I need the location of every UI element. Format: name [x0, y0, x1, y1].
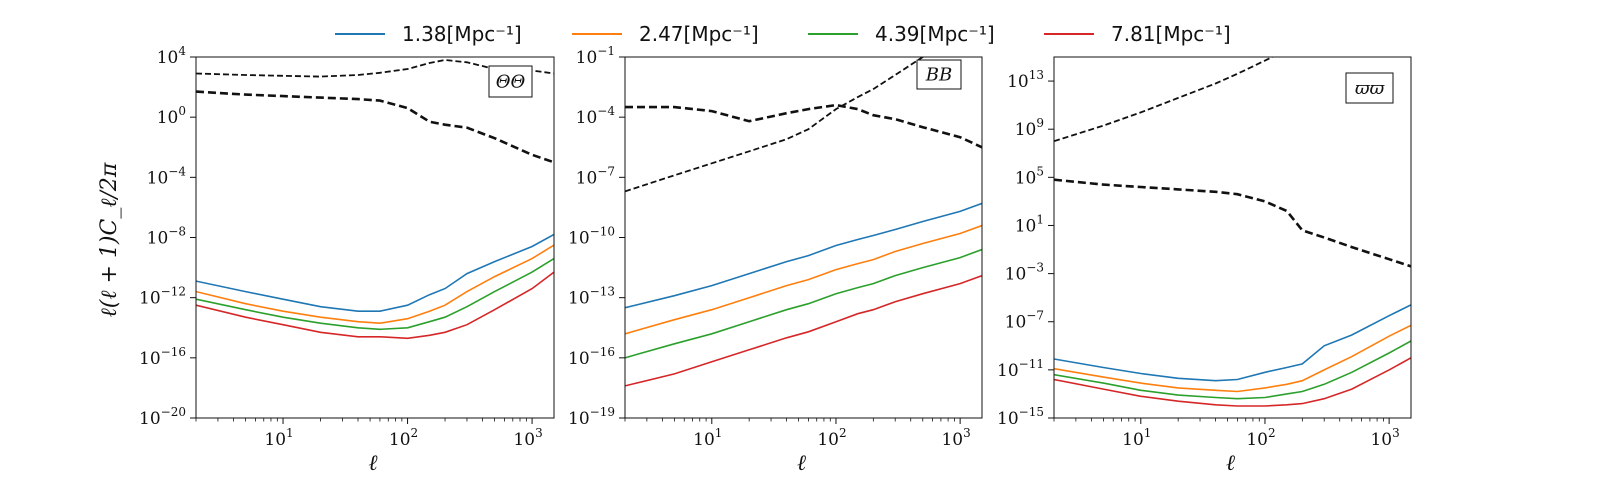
series-line-6 — [196, 90, 554, 164]
legend-label: 2.47[Mpc⁻¹] — [639, 22, 759, 46]
panel-tag: ϖϖ — [1345, 72, 1394, 104]
y-tick-label: 105 — [1015, 164, 1044, 188]
panel-tag-label: ϖϖ — [1355, 78, 1386, 99]
y-tick-label: 10−8 — [147, 225, 186, 249]
series-line-2 — [625, 224, 982, 335]
y-tick-label: 10−3 — [1005, 261, 1044, 285]
axes-frame — [195, 56, 555, 419]
panels: 101 102 103 104 100 10−4 10−8 10−12 10−16 10−20 ℓ Θ… — [139, 44, 1412, 476]
series-line-6 — [1054, 178, 1411, 268]
series-line-1 — [196, 233, 554, 313]
series-line-2 — [1054, 324, 1411, 393]
y-tick-label: 10−11 — [997, 357, 1044, 381]
y-tick-label: 10−10 — [568, 225, 615, 249]
legend-item-4: 7.81[Mpc⁻¹] — [1044, 22, 1231, 46]
x-tick-label: 102 — [817, 426, 846, 450]
legend-label: 4.39[Mpc⁻¹] — [875, 22, 995, 46]
y-tick-label: 10−12 — [139, 285, 186, 309]
series-line-1 — [1054, 304, 1411, 382]
y-tick-label: 10−4 — [576, 104, 616, 128]
x-tick-label: 103 — [941, 426, 970, 450]
y-tick-label: 10−20 — [139, 405, 186, 429]
y-tick-label: 101 — [1015, 212, 1044, 236]
series-group — [1054, 57, 1411, 407]
y-tick-label: 1013 — [1007, 68, 1044, 92]
y-tick-label: 109 — [1015, 116, 1044, 140]
panel-1: 101 102 103 104 100 10−4 10−8 10−12 10−16 10−20 ℓ Θ… — [139, 44, 555, 476]
y-tick-label: 104 — [157, 44, 187, 68]
y-tick-label: 100 — [157, 104, 186, 128]
panel-tag-label: BB — [925, 65, 952, 86]
panel-3: 101 102 103 1013 109 105 101 10−3 10−7 10−11 10−15… — [997, 56, 1412, 476]
series-line-3 — [196, 257, 554, 331]
y-tick-label: 10−16 — [139, 345, 186, 369]
y-tick-label: 10−16 — [568, 345, 615, 369]
series-line-3 — [1054, 340, 1411, 400]
y-tick-label: 10−7 — [576, 164, 615, 188]
legend-label: 7.81[Mpc⁻¹] — [1111, 22, 1231, 46]
legend-item-2: 2.47[Mpc⁻¹] — [572, 22, 759, 46]
y-tick-label: 10−1 — [576, 44, 615, 68]
legend: 1.38[Mpc⁻¹] 2.47[Mpc⁻¹] 4.39[Mpc⁻¹] 7.81[Mp… — [335, 22, 1231, 46]
panel-tag: BB — [916, 59, 962, 90]
y-tick-label: 10−19 — [568, 405, 615, 429]
panel-tag-box — [488, 65, 533, 98]
legend-label: 1.38[Mpc⁻¹] — [402, 22, 522, 46]
x-tick-label: 102 — [1246, 426, 1275, 450]
panel-2: 101 102 103 10−1 10−4 10−7 10−10 10−13 10−16 10−1… — [568, 44, 983, 476]
series-line-4 — [196, 271, 554, 340]
panel-tag: ΘΘ — [488, 65, 533, 98]
x-axis-label: ℓ — [797, 451, 807, 476]
x-tick-label: 102 — [389, 426, 418, 450]
x-tick-label: 103 — [513, 426, 542, 450]
x-tick-label: 101 — [1122, 426, 1151, 450]
y-tick-label: 10−7 — [1005, 309, 1044, 333]
series-line-3 — [625, 248, 982, 359]
series-line-5 — [1054, 57, 1275, 143]
panel-tag-box — [916, 59, 962, 90]
y-tick-label: 10−4 — [147, 164, 187, 188]
series-group — [196, 59, 554, 340]
y-tick-label: 10−15 — [997, 405, 1044, 429]
x-axis-label: ℓ — [1226, 451, 1236, 476]
series-line-6 — [625, 103, 982, 149]
series-line-5 — [625, 57, 925, 193]
series-group — [625, 57, 982, 387]
y-tick-label: 10−13 — [568, 285, 615, 309]
legend-item-1: 1.38[Mpc⁻¹] — [335, 22, 522, 46]
x-tick-label: 101 — [693, 426, 722, 450]
x-tick-label: 101 — [264, 426, 293, 450]
legend-item-3: 4.39[Mpc⁻¹] — [808, 22, 995, 46]
x-tick-label: 103 — [1370, 426, 1399, 450]
panel-tag-box — [1345, 72, 1394, 104]
series-line-1 — [625, 202, 982, 309]
y-axis-label: ℓ(ℓ + 1)C_ℓ/2π — [97, 162, 122, 317]
series-line-2 — [196, 244, 554, 325]
panel-tag-label: ΘΘ — [496, 72, 526, 93]
series-line-4 — [1054, 357, 1411, 407]
x-axis-label: ℓ — [368, 451, 378, 476]
axes-frame — [1053, 56, 1412, 419]
series-line-4 — [625, 274, 982, 387]
